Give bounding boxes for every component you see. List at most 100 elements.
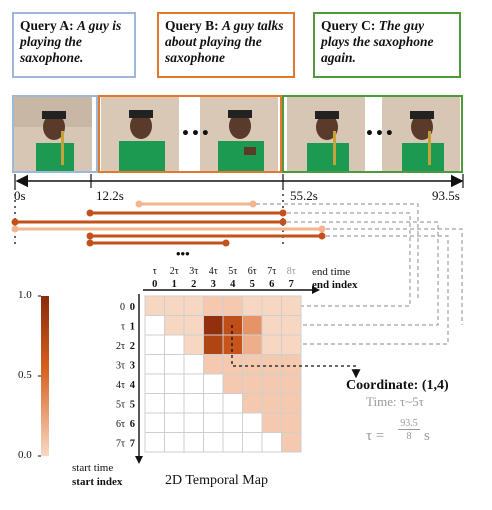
video-frame-1 bbox=[14, 97, 92, 171]
time-mark-3: 93.5s bbox=[432, 188, 460, 203]
top-index-tick: 7 bbox=[289, 279, 294, 290]
left-index-tick: 0 bbox=[130, 302, 135, 313]
query-c-label: Query C: bbox=[321, 18, 376, 33]
map-cell bbox=[164, 354, 185, 375]
video-frame-2 bbox=[101, 97, 179, 171]
left-time-tick: 5τ bbox=[116, 399, 125, 410]
map-cell bbox=[261, 295, 282, 316]
query-b-frames-border bbox=[98, 95, 282, 173]
top-time-tick: 6τ bbox=[248, 266, 257, 277]
proposal-endpoint bbox=[11, 218, 19, 226]
tau-formula-lhs: τ = bbox=[366, 428, 385, 444]
map-cell bbox=[222, 334, 243, 355]
left-index-tick: 7 bbox=[130, 438, 135, 449]
map-cell bbox=[144, 334, 165, 355]
map-cell bbox=[144, 432, 165, 453]
map-cell bbox=[203, 334, 224, 355]
colorbar-tick-min: 0.0 bbox=[18, 449, 32, 461]
proposal-endpoint bbox=[86, 239, 94, 247]
query-a-frames-border bbox=[12, 95, 98, 173]
query-a-box: Query A: A guy is playing the saxophone. bbox=[12, 12, 136, 78]
map-cell bbox=[261, 412, 282, 433]
video-frame-5 bbox=[382, 97, 460, 171]
map-cell bbox=[242, 432, 263, 453]
map-cell bbox=[183, 432, 204, 453]
proposal-segments bbox=[11, 200, 326, 247]
map-cell bbox=[144, 315, 165, 336]
query-b-text: A guy talks about playing the saxophone bbox=[165, 18, 284, 65]
proposal-endpoint bbox=[222, 239, 230, 247]
top-index-tick: 2 bbox=[191, 279, 196, 290]
proposal-endpoint bbox=[318, 232, 326, 240]
map-cell bbox=[203, 295, 224, 316]
map-cell bbox=[281, 393, 302, 414]
top-time-tick: 2τ bbox=[170, 266, 179, 277]
map-cell bbox=[242, 354, 263, 375]
query-b-label: Query B: bbox=[165, 18, 219, 33]
end-time-label: end time bbox=[312, 266, 351, 278]
left-index-tick: 4 bbox=[130, 380, 136, 391]
end-index-label: end index bbox=[312, 279, 358, 291]
top-index-tick: 4 bbox=[230, 279, 236, 290]
left-time-tick: τ bbox=[121, 321, 125, 332]
left-index-tick: 6 bbox=[130, 419, 135, 430]
query-b-box: Query B: A guy talks about playing the s… bbox=[157, 12, 295, 78]
map-cell bbox=[203, 354, 224, 375]
map-cell bbox=[222, 373, 243, 394]
map-cell bbox=[203, 373, 224, 394]
map-cell bbox=[261, 334, 282, 355]
proposal-endpoint bbox=[86, 232, 94, 240]
map-cell bbox=[261, 315, 282, 336]
map-cell bbox=[281, 412, 302, 433]
connector-line bbox=[237, 212, 411, 311]
connector-line bbox=[210, 235, 449, 349]
connector-lines bbox=[210, 203, 463, 349]
map-cell bbox=[183, 393, 204, 414]
map-cell bbox=[164, 432, 185, 453]
map-cell bbox=[242, 295, 263, 316]
map-cell bbox=[242, 412, 263, 433]
time-mark-0: 0s bbox=[14, 188, 26, 203]
left-index-tick: 1 bbox=[130, 321, 135, 332]
map-top-axis-arrow bbox=[312, 286, 320, 294]
connector-line bbox=[326, 228, 463, 325]
tau-formula-unit: s bbox=[424, 428, 430, 444]
proposal-endpoint bbox=[318, 225, 326, 233]
map-cell bbox=[222, 412, 243, 433]
query-a-text: A guy is playing the saxophone. bbox=[20, 18, 122, 65]
time-mark-2: 55.2s bbox=[290, 188, 318, 203]
map-cell bbox=[222, 432, 243, 453]
top-time-tick: 3τ bbox=[189, 266, 198, 277]
frames-ellipsis-2: ••• bbox=[365, 126, 395, 142]
map-cell bbox=[261, 373, 282, 394]
map-cell bbox=[281, 373, 302, 394]
left-time-tick: 2τ bbox=[116, 341, 125, 352]
tau-formula-numerator: 93.5 bbox=[398, 418, 420, 430]
map-cell bbox=[222, 354, 243, 375]
map-cell bbox=[144, 373, 165, 394]
top-time-tick: 7τ bbox=[267, 266, 276, 277]
map-cell bbox=[144, 393, 165, 414]
left-time-tick: 7τ bbox=[116, 438, 125, 449]
map-cell bbox=[164, 334, 185, 355]
proposal-endpoint bbox=[279, 218, 287, 226]
query-c-text: The guy plays the saxophone again. bbox=[321, 18, 434, 65]
map-cell bbox=[242, 373, 263, 394]
query-c-frames-border bbox=[282, 95, 463, 173]
map-cell bbox=[222, 393, 243, 414]
map-cell bbox=[222, 315, 243, 336]
top-index-tick: 0 bbox=[152, 279, 157, 290]
colorbar-tick-mid: 0.5 bbox=[18, 369, 32, 381]
connector-line bbox=[238, 221, 439, 330]
query-c-box: Query C: The guy plays the saxophone aga… bbox=[313, 12, 461, 78]
left-index-tick: 3 bbox=[130, 360, 135, 371]
map-cell bbox=[203, 393, 224, 414]
start-index-label: start index bbox=[72, 476, 123, 488]
map-left-axis-arrow bbox=[135, 456, 143, 464]
map-cell bbox=[281, 315, 302, 336]
query-a-label: Query A: bbox=[20, 18, 74, 33]
map-cell bbox=[164, 315, 185, 336]
map-cell bbox=[164, 393, 185, 414]
map-cell bbox=[183, 315, 204, 336]
map-cell bbox=[183, 373, 204, 394]
